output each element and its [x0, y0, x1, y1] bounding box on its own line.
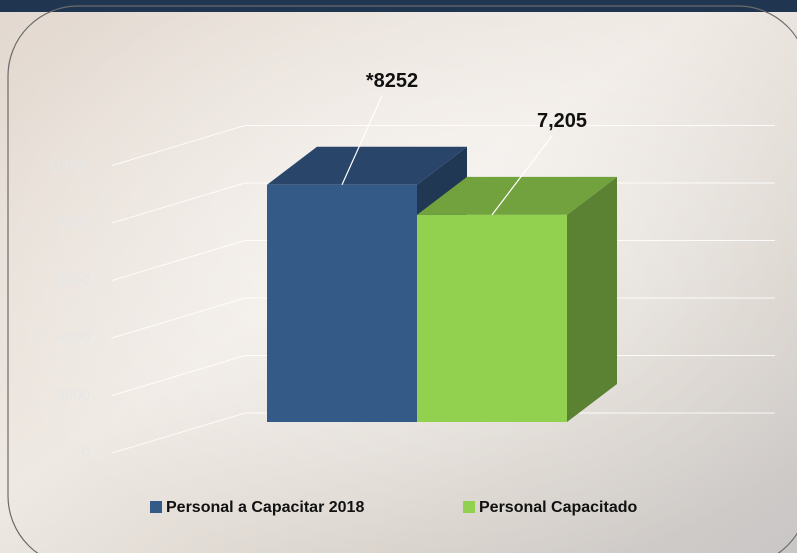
- bar-top: [267, 146, 467, 185]
- y-tick-label: 8000: [57, 214, 90, 231]
- frame: [7, 5, 797, 553]
- legend-swatch: [463, 501, 475, 513]
- y-tick-label: 10000: [48, 156, 90, 173]
- bar-side: [567, 176, 617, 422]
- y-tick-label: 4000: [57, 329, 90, 346]
- grid-line: [111, 125, 775, 166]
- legend-label: Personal Capacitado: [479, 499, 638, 516]
- y-tick-label: 2000: [57, 386, 90, 403]
- bar: [267, 184, 417, 422]
- bar-top: [417, 176, 617, 215]
- data-label: *8252: [366, 70, 418, 92]
- y-tick-label: 0: [82, 444, 90, 461]
- bar: [417, 214, 567, 422]
- leader-line: [341, 95, 383, 186]
- data-label: 7,205: [537, 110, 587, 132]
- grid-line: [111, 412, 775, 454]
- y-tick-label: 6000: [57, 271, 90, 288]
- legend-swatch: [150, 501, 162, 513]
- legend-label: Personal a Capacitar 2018: [166, 499, 364, 516]
- plot-area: 0 2000 4000 6000 8000 10000 *8252 7,205 Personal…: [48, 70, 775, 516]
- leader-line: [491, 135, 553, 216]
